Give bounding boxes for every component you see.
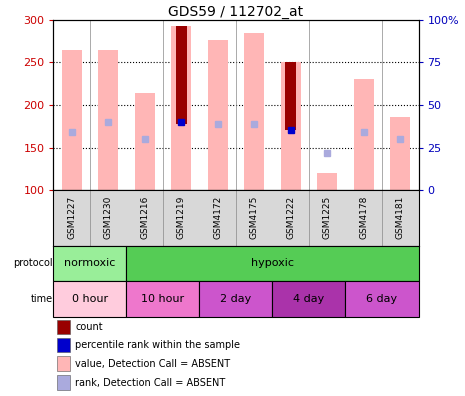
Text: time: time	[31, 294, 53, 304]
Bar	[53, 281, 126, 317]
Bar	[53, 246, 126, 281]
Text: 4 day: 4 day	[293, 294, 325, 304]
Bar	[244, 32, 264, 190]
Text: percentile rank within the sample: percentile rank within the sample	[75, 340, 240, 350]
Text: GSM4172: GSM4172	[213, 196, 222, 240]
Bar	[57, 375, 70, 390]
Text: GSM1222: GSM1222	[286, 196, 295, 239]
Text: count: count	[75, 322, 103, 332]
Bar	[126, 281, 199, 317]
Bar	[171, 26, 191, 190]
Text: GSM4181: GSM4181	[396, 196, 405, 240]
Bar	[62, 50, 82, 190]
Bar	[390, 117, 410, 190]
Text: GSM4175: GSM4175	[250, 196, 259, 240]
Text: GSM1219: GSM1219	[177, 196, 186, 240]
Bar	[281, 62, 301, 190]
Bar	[208, 40, 228, 190]
Title: GDS59 / 112702_at: GDS59 / 112702_at	[168, 5, 304, 19]
Bar	[317, 173, 337, 190]
Text: GSM1230: GSM1230	[104, 196, 113, 240]
Bar	[285, 62, 296, 130]
Bar	[272, 281, 345, 317]
Bar	[98, 50, 118, 190]
Text: 6 day: 6 day	[366, 294, 398, 304]
Bar	[354, 79, 374, 190]
Text: GSM4178: GSM4178	[359, 196, 368, 240]
Text: GSM1225: GSM1225	[323, 196, 332, 240]
Bar	[126, 246, 418, 281]
Text: GSM1227: GSM1227	[67, 196, 76, 240]
Text: GSM1216: GSM1216	[140, 196, 149, 240]
Text: rank, Detection Call = ABSENT: rank, Detection Call = ABSENT	[75, 377, 226, 388]
Bar	[57, 320, 70, 334]
Text: 0 hour: 0 hour	[72, 294, 108, 304]
Bar	[345, 281, 418, 317]
Text: normoxic: normoxic	[64, 258, 116, 268]
Bar	[176, 26, 187, 124]
Bar	[135, 93, 155, 190]
Text: 2 day: 2 day	[220, 294, 252, 304]
Text: protocol: protocol	[13, 258, 53, 268]
Text: value, Detection Call = ABSENT: value, Detection Call = ABSENT	[75, 358, 231, 369]
Text: 10 hour: 10 hour	[141, 294, 185, 304]
Bar	[199, 281, 272, 317]
Bar	[57, 338, 70, 352]
Text: hypoxic: hypoxic	[251, 258, 294, 268]
Bar	[57, 356, 70, 371]
